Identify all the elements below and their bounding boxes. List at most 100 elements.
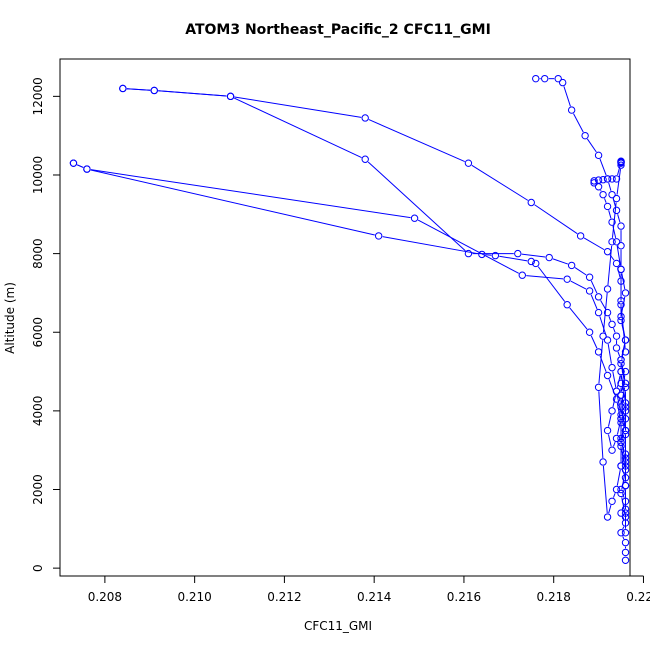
series-segment [526,275,564,280]
data-point [617,242,625,250]
data-point [617,222,625,230]
data-point [617,489,625,498]
data-point [374,232,383,240]
data-point [532,259,540,268]
series-segment [90,169,375,236]
data-point [608,175,616,183]
data-point [612,332,621,340]
series-segment [382,236,479,255]
series-segment [613,327,616,333]
series-segment [569,307,588,330]
data-point [599,175,607,184]
series-segment [534,204,578,235]
data-point [361,114,369,122]
series-segment [620,308,626,348]
data-point [603,285,612,293]
series-segment [471,164,529,201]
data-point [576,232,585,240]
series-segment [590,335,598,349]
series-segment [590,280,598,294]
x-tick-label: 0.210 [177,590,211,604]
y-axis-label: Altitude (m) [3,282,17,354]
data-point [612,206,621,215]
y-tick-label: 6000 [31,317,45,348]
data-point [621,529,630,537]
data-point [518,271,526,279]
y-tick-label: 2000 [31,474,45,505]
series-segment [499,255,528,262]
data-point [410,214,419,222]
data-point [594,293,603,301]
data-point [581,131,589,140]
series-segment [583,237,605,251]
data-point [621,430,630,439]
data-point [612,344,621,352]
data-point [617,356,625,364]
data-point [621,348,630,356]
series-layer [69,74,630,564]
data-point [612,434,621,443]
series-segment [599,158,607,176]
x-tick-label: 0.220 [626,590,650,604]
series-segment [616,169,621,195]
series-segment [617,165,621,176]
data-point [590,177,598,185]
data-point [594,383,603,391]
data-point [599,458,607,466]
y-axis: 0 2000 4000 6000 8000 10000 12000 [31,77,61,572]
data-point [603,426,612,435]
data-point [527,257,535,266]
data-point [612,485,621,494]
series-segment [617,351,621,357]
series-segment [608,210,612,219]
series-segment [617,214,621,223]
data-point [612,395,621,403]
series-segment [607,245,613,286]
series-segment [607,414,612,427]
y-tick-label: 4000 [31,396,45,427]
x-axis-label: CFC11_GMI [304,619,372,633]
series-segment [616,469,621,486]
data-point [617,367,625,376]
profile-series [590,158,630,356]
series-segment [563,86,571,107]
data-point [621,399,630,407]
data-point [621,548,630,557]
series-segment [607,343,612,364]
data-point [563,275,571,283]
data-point [608,218,616,226]
data-point [612,238,621,246]
data-point [545,253,553,262]
data-point [532,74,540,83]
data-point [478,250,486,259]
series-segment [616,245,621,266]
data-point [617,316,625,325]
series-segment [570,280,587,290]
series-segment [621,375,626,392]
data-point [617,391,625,399]
data-point [621,538,630,547]
profile-series [69,159,630,537]
series-segment [622,536,625,540]
data-point [617,415,625,423]
x-tick-label: 0.218 [537,590,571,604]
data-point [554,74,562,83]
data-point [617,158,625,166]
data-point [612,194,621,203]
series-segment [598,340,604,384]
series-segment [608,316,612,321]
data-point [617,301,625,309]
series-segment [613,441,616,447]
series-segment [599,316,607,337]
x-tick-label: 0.212 [267,590,301,604]
series-segment [616,422,621,435]
series-segment [616,395,621,411]
data-point [608,320,616,329]
data-point [83,165,91,173]
series-segment [90,169,411,219]
series-segment [521,253,546,258]
data-point [603,202,612,211]
series-segment [234,96,362,118]
series-segment [622,516,625,520]
